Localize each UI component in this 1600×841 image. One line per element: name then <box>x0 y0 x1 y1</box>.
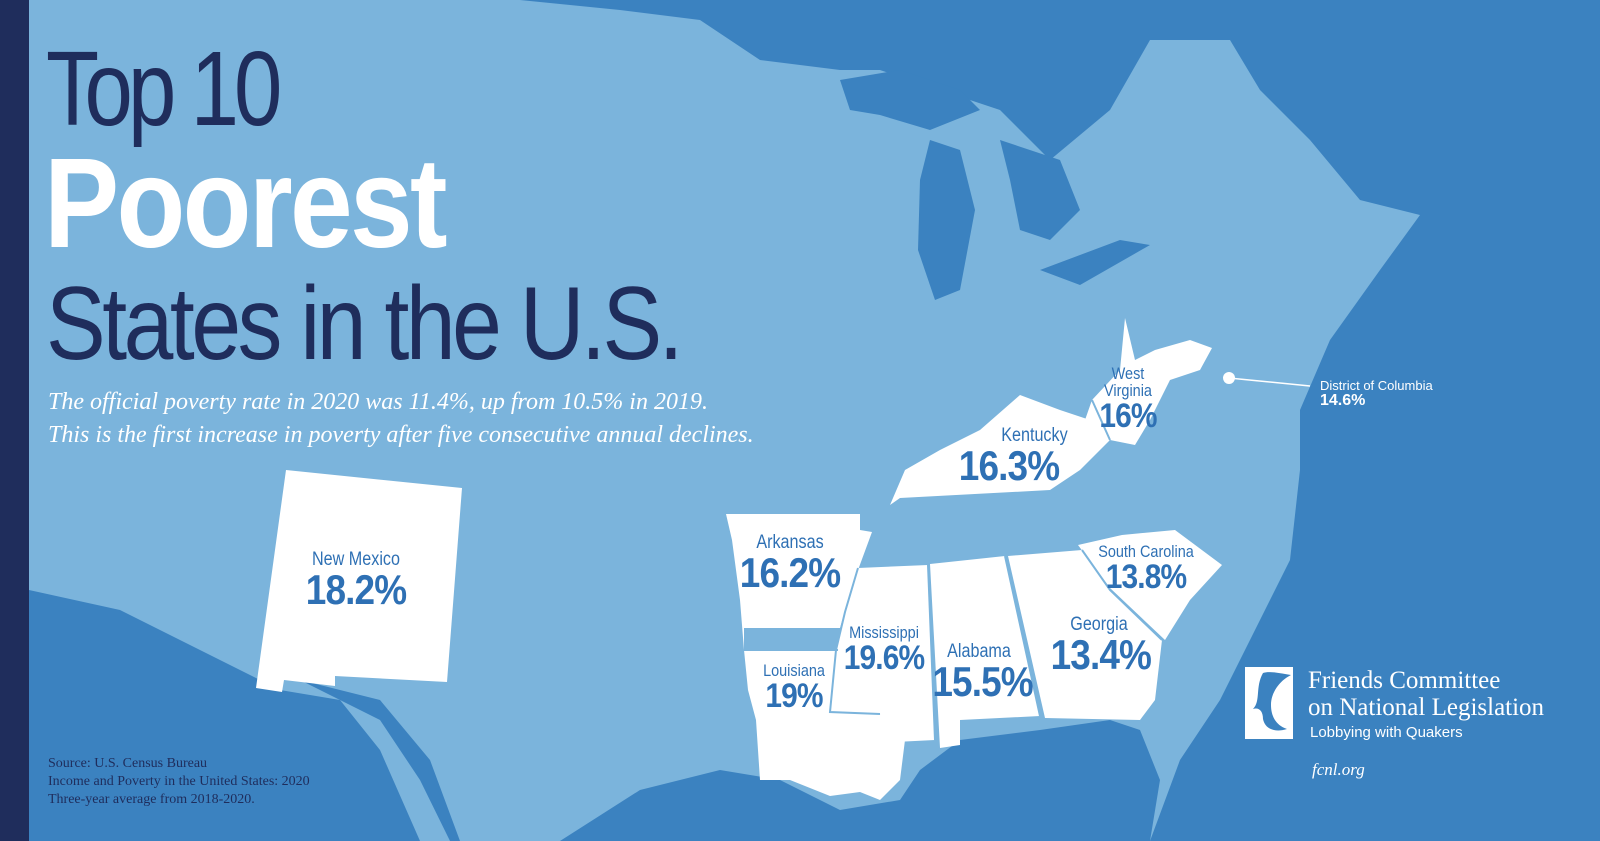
org-tagline: Lobbying with Quakers <box>1310 724 1463 741</box>
state-kentucky <box>890 395 1110 505</box>
state-south-carolina <box>1078 530 1222 640</box>
state-louisiana <box>744 650 905 800</box>
label-kentucky: Kentucky 16.3% <box>958 425 1068 489</box>
state-georgia <box>1008 550 1162 720</box>
label-south-carolina: South Carolina 13.8% <box>1098 542 1194 596</box>
state-west-virginia <box>1085 318 1212 445</box>
gulf-water <box>300 680 1160 841</box>
label-new-mexico: New Mexico 18.2% <box>305 549 407 613</box>
lake-michigan <box>918 140 975 300</box>
subtitle: The official poverty rate in 2020 was 11… <box>48 386 754 452</box>
north-water <box>520 0 1600 841</box>
label-louisiana: Louisiana 19% <box>763 661 825 715</box>
dc-leader-line <box>1228 377 1311 387</box>
subtitle-line2: This is the first increase in poverty af… <box>48 422 754 448</box>
source-note: Source: U.S. Census Bureau Income and Po… <box>48 756 310 807</box>
fcnl-logo-icon <box>1245 667 1293 739</box>
state-arkansas <box>726 514 872 650</box>
label-georgia: Georgia 13.4% <box>1050 614 1152 678</box>
label-district-of-columbia: District of Columbia 14.6% <box>1320 378 1433 409</box>
label-arkansas: Arkansas 16.2% <box>739 532 841 596</box>
lake-huron <box>1000 140 1080 240</box>
label-alabama: Alabama 15.5% <box>932 641 1033 705</box>
org-url[interactable]: fcnl.org <box>1312 760 1365 779</box>
subtitle-line1: The official poverty rate in 2020 was 11… <box>48 389 708 415</box>
lake-superior <box>840 70 980 130</box>
left-accent-bar <box>0 0 29 841</box>
label-west-virginia: West Virginia 16% <box>1099 364 1157 435</box>
state-new-mexico <box>256 470 462 692</box>
state-mississippi <box>830 565 935 742</box>
label-mississippi: Mississippi 19.6% <box>843 623 925 677</box>
org-name: Friends Committee on National Legislatio… <box>1308 667 1545 721</box>
state-alabama <box>930 556 1040 748</box>
title-line1: Top 10 <box>46 30 282 148</box>
title-line3: States in the U.S. <box>46 266 684 382</box>
lake-erie <box>1040 240 1150 285</box>
southwest-water <box>29 590 420 841</box>
title-line2: Poorest <box>44 132 448 275</box>
